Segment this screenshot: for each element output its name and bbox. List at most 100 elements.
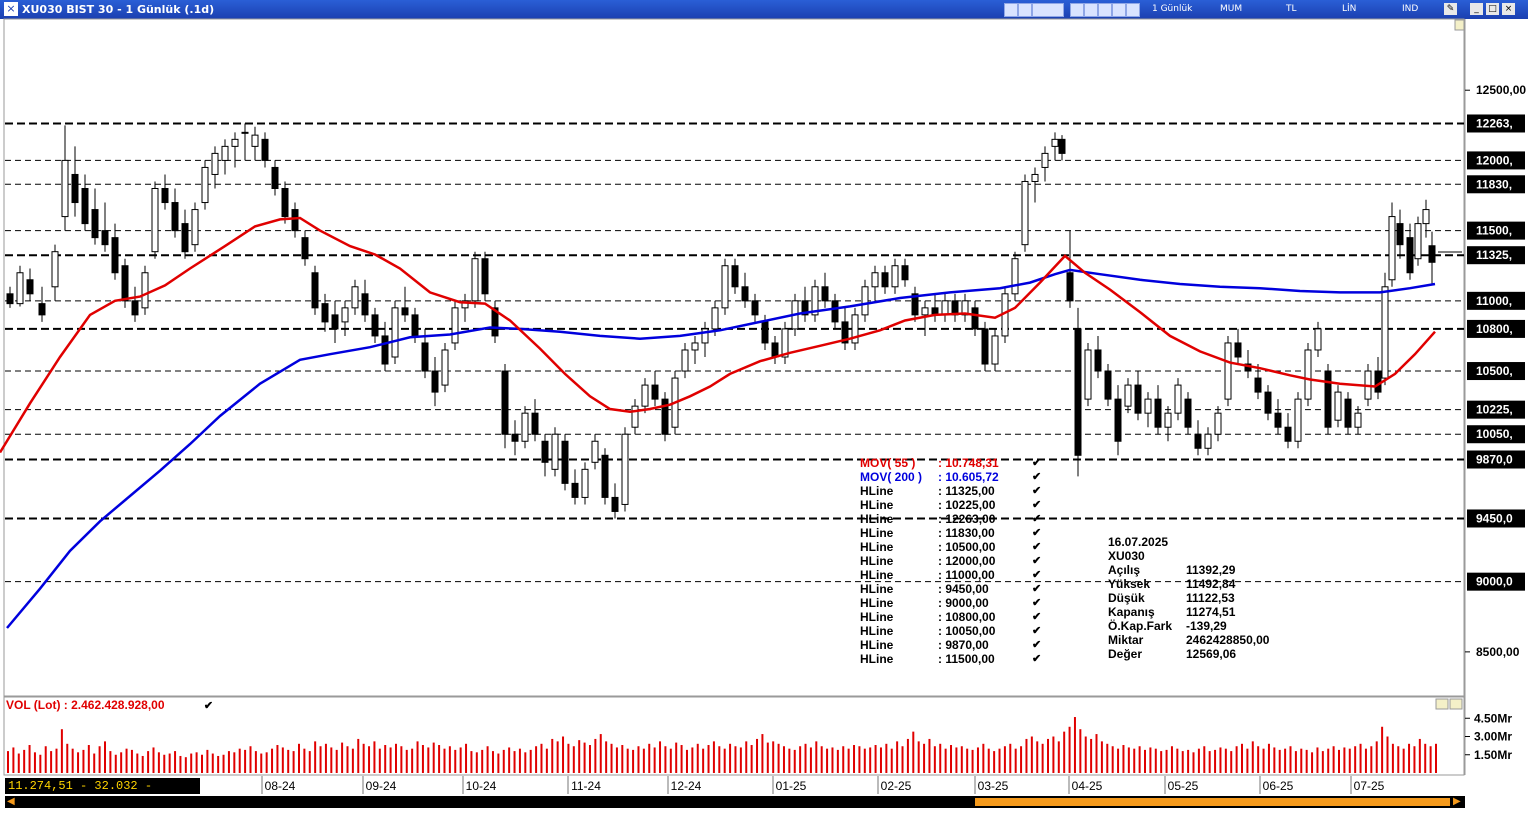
hline-label-box <box>1467 362 1525 381</box>
legend-row: HLine: 9870,00 ✔ <box>860 638 1044 652</box>
hline-label-box <box>1467 246 1525 265</box>
candle-body <box>1422 209 1430 225</box>
legend-name: HLine <box>860 540 894 554</box>
maximize-button[interactable]: □ <box>1486 3 1499 15</box>
pin-icon[interactable]: ✎ <box>1444 3 1457 15</box>
hline-label-box <box>1467 114 1525 133</box>
candle-body <box>1066 272 1074 302</box>
candle-body <box>1094 349 1102 372</box>
menu-chart-type[interactable]: MUM <box>1220 4 1243 14</box>
candle-body <box>761 321 769 344</box>
info-key: Değer <box>1108 647 1143 661</box>
legend-check-icon[interactable]: ✔ <box>1032 569 1042 581</box>
close-button[interactable]: × <box>1502 3 1515 15</box>
legend-name: MOV( 55 ) <box>860 456 916 470</box>
candle-body <box>571 482 579 498</box>
toolbar-icon-8[interactable] <box>1126 3 1140 17</box>
legend-value: : 9870,00 <box>938 638 989 652</box>
info-value: 2462428850,00 <box>1186 633 1270 647</box>
legend-value: : 11830,00 <box>938 526 995 540</box>
minimize-button[interactable]: _ <box>1470 3 1483 15</box>
horizontal-scrollbar[interactable]: ◀ ▶ <box>5 796 1465 808</box>
candle-body <box>1194 433 1202 449</box>
legend-check-icon[interactable]: ✔ <box>1032 527 1042 539</box>
candle-body <box>161 188 169 204</box>
candle-body <box>111 237 119 274</box>
legend-row: HLine: 10050,00 ✔ <box>860 624 1044 638</box>
legend-value: : 11325,00 <box>938 484 995 498</box>
legend-value: : 10050,00 <box>938 624 996 638</box>
legend-check-icon[interactable]: ✔ <box>1032 625 1042 637</box>
legend-row: HLine: 12263,00 ✔ <box>860 512 1044 526</box>
toolbar-icon-6[interactable] <box>1098 3 1112 17</box>
menu-indicators[interactable]: IND <box>1402 4 1419 14</box>
volume-tick-label: 1.50Mr <box>1474 748 1512 762</box>
legend-check-icon[interactable]: ✔ <box>1032 485 1042 497</box>
candle-body <box>811 286 819 316</box>
candle-body <box>191 209 199 246</box>
toolbar-icon-7[interactable] <box>1112 3 1126 17</box>
status-readout: 11.274,51 - 32.032 - 18:10:11 <box>5 778 200 809</box>
candle-body <box>181 223 189 253</box>
hline-label-box <box>1467 175 1525 194</box>
legend-check-icon[interactable]: ✔ <box>1032 653 1042 665</box>
legend-check-icon[interactable]: ✔ <box>1032 457 1042 469</box>
menu-period[interactable]: 1 Günlük <box>1152 4 1193 14</box>
x-tick-label: 04-25 <box>1072 779 1103 793</box>
legend-value: : 10225,00 <box>938 498 996 512</box>
menu-currency[interactable]: TL <box>1286 4 1297 14</box>
candle-body <box>1374 370 1382 393</box>
candle-body <box>861 286 869 316</box>
hline-label-box <box>1467 450 1525 469</box>
y-tick-label: 12500,00 <box>1476 83 1526 97</box>
candle-body <box>16 272 24 305</box>
candle-body <box>431 370 439 393</box>
window-title: XU030 BIST 30 - 1 Günlük (.1d) <box>22 3 215 16</box>
toolbar-icon-5[interactable] <box>1084 3 1098 17</box>
scroll-left-icon[interactable]: ◀ <box>7 796 15 807</box>
info-symbol: XU030 <box>1108 549 1145 563</box>
menu-scale[interactable]: LİN <box>1342 4 1357 14</box>
candle-body <box>581 468 589 498</box>
toolbar-icon-2[interactable] <box>1018 3 1032 17</box>
legend-check-icon[interactable]: ✔ <box>1032 555 1042 567</box>
indicator-legend: MOV( 55 ): 10.748,31 ✔ MOV( 200 ): 10.605,… <box>860 456 1044 666</box>
scrollbar-thumb[interactable] <box>975 798 1450 806</box>
volume-panel-button-icon <box>1435 698 1449 710</box>
candle-body <box>871 272 879 288</box>
hline-label: 11325, <box>1476 248 1512 262</box>
toolbar-icon-1[interactable] <box>1004 3 1018 17</box>
close-window-button[interactable]: × <box>4 2 18 16</box>
legend-check-icon[interactable]: ✔ <box>1032 471 1042 483</box>
scroll-right-icon[interactable]: ▶ <box>1453 796 1461 807</box>
legend-row: HLine: 11830,00 ✔ <box>860 526 1044 540</box>
info-row: Açılış 11392,29 <box>1108 563 1269 577</box>
hline-label: 11500, <box>1476 224 1512 238</box>
legend-check-icon[interactable]: ✔ <box>1032 583 1042 595</box>
candle-body <box>501 370 509 435</box>
candle-body <box>891 265 899 288</box>
toolbar-icon-4[interactable] <box>1070 3 1084 17</box>
legend-row: MOV( 200 ): 10.605,72 ✔ <box>860 470 1044 484</box>
x-tick-label: 10-24 <box>466 779 497 793</box>
toolbar-icon-3[interactable] <box>1032 3 1064 17</box>
volume-check-icon[interactable]: ✔ <box>203 700 214 712</box>
legend-check-icon[interactable]: ✔ <box>1032 513 1042 525</box>
legend-check-icon[interactable]: ✔ <box>1032 639 1042 651</box>
info-value: -139,29 <box>1186 619 1227 633</box>
legend-check-icon[interactable]: ✔ <box>1032 611 1042 623</box>
x-tick-label: 05-25 <box>1168 779 1199 793</box>
legend-check-icon[interactable]: ✔ <box>1032 499 1042 511</box>
candle-body <box>51 251 59 288</box>
info-value: 11492,84 <box>1186 577 1236 591</box>
candle-body <box>471 258 479 302</box>
candle-body <box>251 134 259 147</box>
candle-body <box>1406 237 1414 274</box>
x-tick-label: 06-25 <box>1263 779 1294 793</box>
candle-body <box>421 342 429 372</box>
legend-check-icon[interactable]: ✔ <box>1032 541 1042 553</box>
info-row: Ö.Kap.Fark -139,29 <box>1108 619 1269 633</box>
candle-body <box>691 342 699 351</box>
legend-check-icon[interactable]: ✔ <box>1032 597 1042 609</box>
